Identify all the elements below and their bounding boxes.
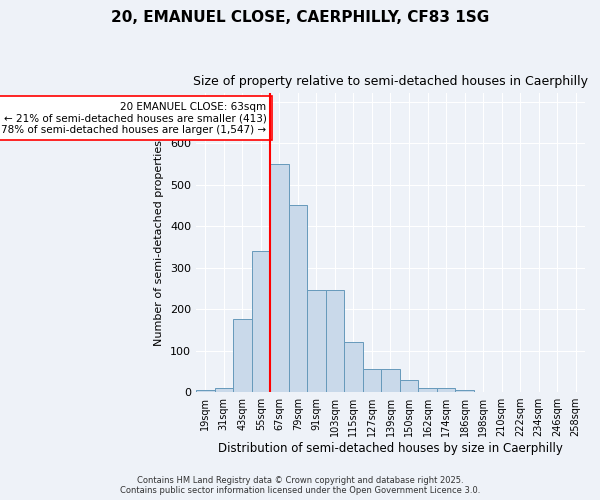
Bar [270, 164, 289, 392]
Bar [251, 251, 270, 392]
Bar [363, 370, 381, 392]
Text: 20 EMANUEL CLOSE: 63sqm
← 21% of semi-detached houses are smaller (413)
78% of s: 20 EMANUEL CLOSE: 63sqm ← 21% of semi-de… [1, 102, 266, 135]
Bar [196, 390, 215, 392]
Bar [289, 206, 307, 392]
Bar [455, 390, 474, 392]
Bar [307, 290, 326, 392]
Bar [418, 388, 437, 392]
Bar [233, 320, 251, 392]
X-axis label: Distribution of semi-detached houses by size in Caerphilly: Distribution of semi-detached houses by … [218, 442, 563, 455]
Bar [326, 290, 344, 392]
Bar [381, 370, 400, 392]
Bar [344, 342, 363, 392]
Text: Contains HM Land Registry data © Crown copyright and database right 2025.
Contai: Contains HM Land Registry data © Crown c… [120, 476, 480, 495]
Title: Size of property relative to semi-detached houses in Caerphilly: Size of property relative to semi-detach… [193, 75, 588, 88]
Y-axis label: Number of semi-detached properties: Number of semi-detached properties [154, 140, 164, 346]
Text: 20, EMANUEL CLOSE, CAERPHILLY, CF83 1SG: 20, EMANUEL CLOSE, CAERPHILLY, CF83 1SG [111, 10, 489, 25]
Bar [437, 388, 455, 392]
Bar [400, 380, 418, 392]
Bar [215, 388, 233, 392]
